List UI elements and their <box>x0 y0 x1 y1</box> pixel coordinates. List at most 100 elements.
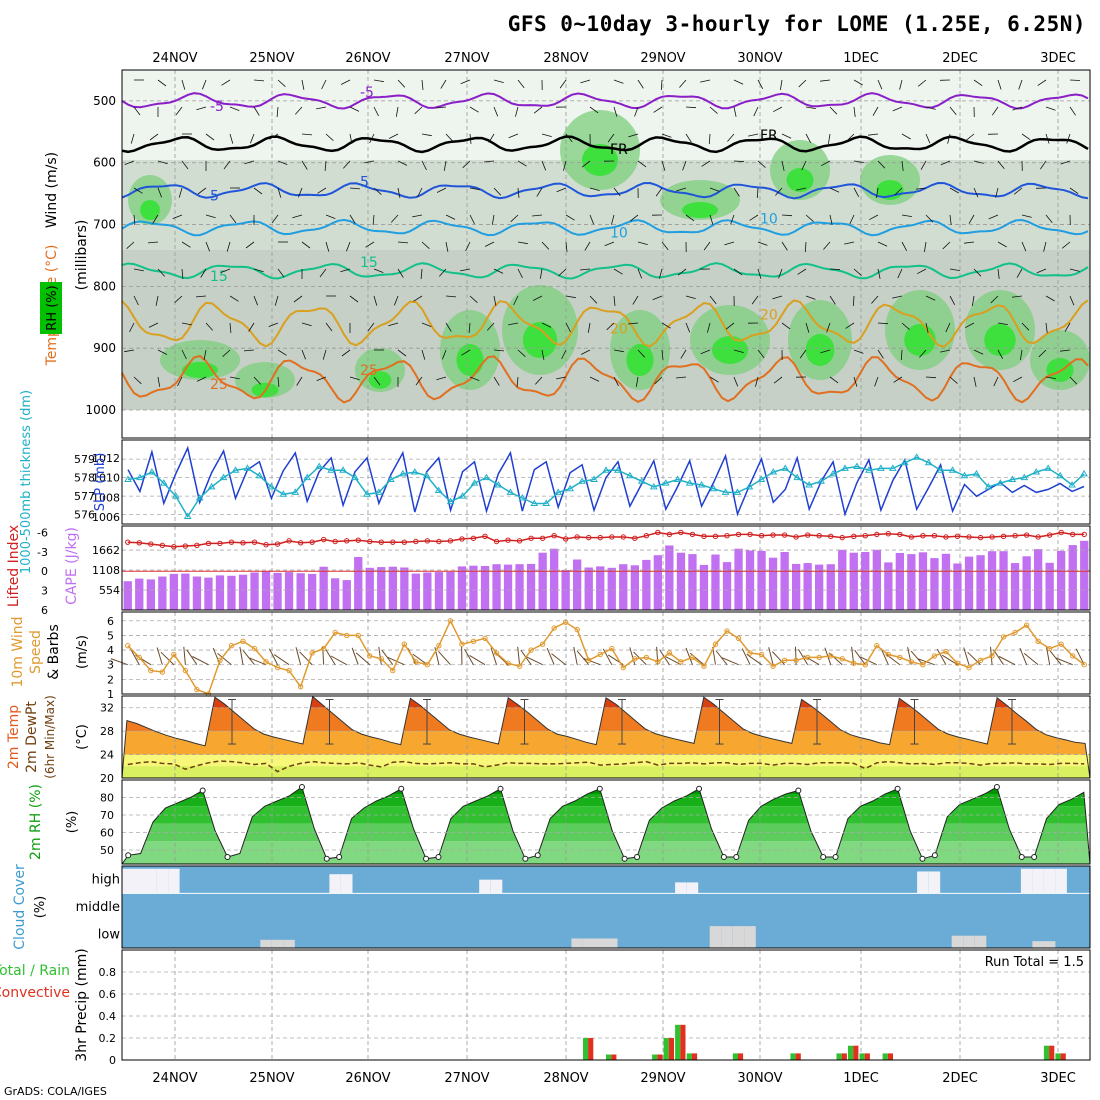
lifted-index-line-point <box>620 534 626 540</box>
wind-barb <box>1021 133 1031 141</box>
wind-barb <box>828 652 843 666</box>
lifted-index-line-point <box>516 538 523 544</box>
wind-barb <box>917 268 927 275</box>
wind-barb <box>559 79 567 89</box>
wind-barb <box>949 106 957 116</box>
wind-barb <box>175 106 183 116</box>
wind-barb <box>464 648 474 665</box>
wind-barb <box>319 268 327 278</box>
high-cloud-cell <box>329 874 341 894</box>
convective-bar <box>737 1053 744 1060</box>
wind-barb <box>654 376 663 385</box>
wind-speed-line-point <box>966 664 972 671</box>
thickness-line-point <box>709 484 718 492</box>
wind-barb <box>445 133 454 142</box>
wind-barb <box>945 322 951 333</box>
cape-li-panel-frame <box>121 525 1091 611</box>
slp-tick-label: 1008 <box>92 491 120 504</box>
cape-bar <box>365 567 374 610</box>
wind-barb <box>268 322 279 327</box>
lifted-index-line-point <box>701 533 707 540</box>
cape-bar <box>930 558 939 610</box>
lifted-index-tick-label: 3 <box>41 585 48 598</box>
wind-barb <box>655 187 663 197</box>
wind-barb <box>589 376 600 382</box>
wind-barb <box>973 349 984 355</box>
wind-speed-line-point <box>851 660 857 666</box>
wind-barb <box>849 214 855 225</box>
wind-barb <box>877 160 886 169</box>
day-label-bottom: 28NOV <box>543 1071 588 1086</box>
wind-barb <box>853 106 856 117</box>
wind-barb <box>147 241 159 244</box>
wind-barb <box>349 214 356 224</box>
high-cloud-cell <box>490 879 503 894</box>
wind-barb <box>940 349 951 353</box>
lifted-index-line-point <box>297 540 304 546</box>
wind-barb <box>469 654 486 666</box>
wind-barb <box>1019 647 1028 665</box>
lifted-index-line-point <box>839 534 845 541</box>
wind-barb <box>634 106 639 117</box>
lifted-index-line-point <box>136 540 142 546</box>
wind-barb <box>373 376 381 386</box>
cape-bar <box>596 566 605 610</box>
wind-speed-line-point <box>943 648 949 655</box>
cape-bar <box>884 562 893 610</box>
lifted-index-line-point <box>470 535 477 541</box>
wind-barb <box>680 349 687 359</box>
lifted-index-line-point <box>125 539 131 545</box>
rain-bar <box>606 1054 612 1060</box>
wind-barb <box>250 133 255 144</box>
cape-bar <box>826 564 835 610</box>
wind-barb <box>746 653 762 666</box>
cape-bar <box>745 550 755 610</box>
wind-speed-line-point <box>493 650 500 656</box>
cape-bar <box>469 565 478 610</box>
wind-speed-line-point <box>885 651 892 658</box>
wind-barb <box>973 160 984 164</box>
wind-speed-line-point <box>240 638 246 644</box>
wind-barb <box>133 376 142 385</box>
thickness-line-point <box>219 473 228 481</box>
wind-barb <box>415 376 423 386</box>
wind-barb <box>388 322 399 327</box>
wind-barb <box>484 160 495 163</box>
rh-point <box>199 787 206 794</box>
cape-bar <box>861 552 870 610</box>
cape-bar <box>354 557 363 610</box>
wind-barb <box>561 349 567 360</box>
wind-barb <box>133 295 139 306</box>
dewpoint-line <box>127 760 1085 773</box>
wind-speed-line-point <box>793 657 799 664</box>
wind-barb <box>993 649 1004 665</box>
rh-point <box>993 784 1000 790</box>
wind-speed-line-point <box>182 667 189 674</box>
wind-barb <box>491 214 495 225</box>
slp-tick-label: 1010 <box>92 472 120 485</box>
lifted-index-line-point <box>332 538 338 545</box>
wind-speed-line-point <box>367 653 373 659</box>
wind-barb <box>823 241 831 250</box>
wind-barb <box>949 295 956 305</box>
wind-barb <box>133 214 136 226</box>
wind-barb <box>781 133 792 139</box>
wind-speed-line-point <box>297 683 304 690</box>
wind-barb <box>469 376 480 381</box>
wind-barb <box>1021 241 1027 252</box>
wind-barb <box>709 106 718 114</box>
wind-barb <box>417 187 423 198</box>
thickness-line-point <box>1008 475 1017 482</box>
lifted-index-line-point <box>1000 533 1007 540</box>
wind-barb <box>299 651 313 666</box>
wind-barb <box>635 376 639 387</box>
wind-barb <box>274 295 279 306</box>
wind-speed-line-point <box>309 650 315 656</box>
wind-barb <box>378 646 382 665</box>
wind-barb <box>460 268 471 272</box>
wind-barb <box>628 322 639 325</box>
wind-barb <box>637 160 647 168</box>
wind-barb <box>613 79 624 84</box>
wind-barb <box>493 106 499 117</box>
cape-bar <box>227 575 236 610</box>
